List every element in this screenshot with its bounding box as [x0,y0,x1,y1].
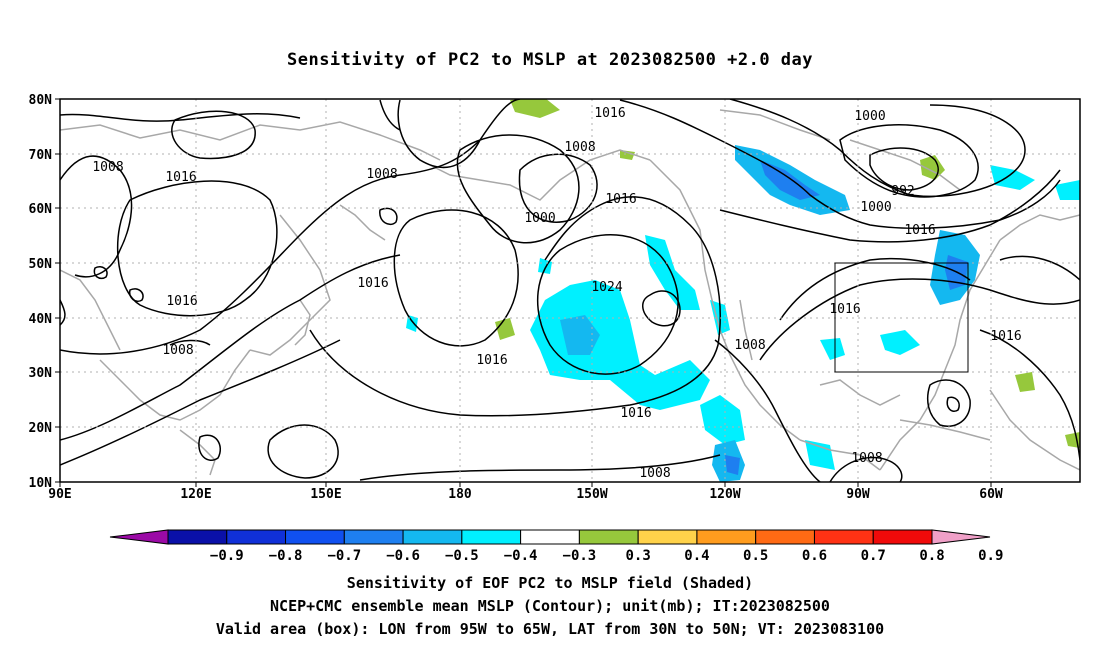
contour-label: 1008 [366,167,397,182]
colorbar: −0.9 −0.8 −0.7 −0.6 −0.5 −0.4 −0.3 0.3 0.4 0.5 0.6… [109,529,1003,564]
lon-axis: 90E 120E 150E 180 150W 120W 90W 60W [48,482,1003,502]
colorbar-low-arrow [109,529,169,545]
contour-label: 1000 [854,109,885,124]
colorbar-swatch [813,529,874,545]
contour-label: 1016 [165,170,196,185]
contour-label: 1008 [734,338,765,353]
lat-label: 50N [29,257,53,272]
contour-label: 1016 [166,294,197,309]
lat-label: 10N [29,476,53,491]
caption-valid-area: Valid area (box): LON from 95W to 65W, L… [215,620,885,638]
graticule [60,99,1080,482]
lon-label: 60W [979,487,1003,502]
colorbar-swatch [755,529,815,545]
lon-label: 150W [576,487,607,502]
lat-label: 60N [29,202,53,217]
lon-label: 90W [846,487,870,502]
colorbar-swatch [696,529,757,545]
colorbar-swatch [872,529,933,545]
colorbar-swatch [285,529,345,545]
lat-label: 70N [29,148,53,163]
colorbar-label: −0.5 [445,548,479,564]
colorbar-swatch [226,529,287,545]
lon-label: 120E [180,487,211,502]
colorbar-label: 0.8 [919,548,944,564]
colorbar-label: 0.3 [626,548,651,564]
contour-label: 1024 [591,280,622,295]
colorbar-label: −0.6 [386,548,420,564]
lat-label: 20N [29,421,53,436]
contour-label: 1008 [162,343,193,358]
contour-labels: 1016 1000 1008 1008 1016 992 1000 1016 1… [92,106,1021,481]
contour-label: 1016 [904,223,935,238]
contour-label: 1016 [594,106,625,121]
lat-label: 30N [29,366,53,381]
map-title: Sensitivity of PC2 to MSLP at 2023082500… [286,50,813,70]
lat-axis: 80N 70N 60N 50N 40N 30N 20N 10N [29,93,60,491]
lon-label: 90E [48,487,71,502]
colorbar-label: −0.9 [210,548,244,564]
contour-label: 1016 [476,353,507,368]
contour-label: 1008 [564,140,595,155]
lat-label: 40N [29,312,53,327]
lat-label: 80N [29,93,53,108]
lon-label: 150E [310,487,341,502]
colorbar-swatch [637,529,698,545]
colorbar-label: 0.4 [684,548,709,564]
colorbar-swatch [578,529,639,545]
contour-label: 992 [891,184,914,199]
contour-label: 1016 [620,406,651,421]
colorbar-label: 0.7 [861,548,886,564]
contour-label: 1008 [92,160,123,175]
colorbar-label: −0.7 [327,548,361,564]
map-frame [59,98,1081,483]
colorbar-swatch [402,529,463,545]
colorbar-swatch [167,529,228,545]
lon-label: 120W [709,487,740,502]
colorbar-swatch [520,529,580,545]
colorbar-swatch [461,529,522,545]
contour-label: 1016 [605,192,636,207]
colorbar-label: −0.8 [269,548,303,564]
contour-label: 1000 [524,211,555,226]
sensitivity-shading [406,99,1080,482]
caption-shading: Sensitivity of EOF PC2 to MSLP field (Sh… [346,574,754,592]
contour-label: 1016 [829,302,860,317]
caption-contour: NCEP+CMC ensemble mean MSLP (Contour); u… [270,597,830,615]
colorbar-label: −0.3 [563,548,597,564]
colorbar-label: 0.6 [802,548,827,564]
colorbar-swatch [343,529,404,545]
contour-label: 1016 [357,276,388,291]
contour-label: 1000 [860,200,891,215]
colorbar-label: 0.9 [978,548,1003,564]
contour-label: 1016 [990,329,1021,344]
colorbar-label: 0.5 [743,548,768,564]
colorbar-label: −0.4 [504,548,538,564]
contour-label: 1008 [851,451,882,466]
valid-area-box [834,262,969,373]
mslp-contours [60,99,1080,482]
colorbar-high-arrow [931,529,991,545]
lon-label: 180 [448,487,472,502]
contour-label: 1008 [639,466,670,481]
